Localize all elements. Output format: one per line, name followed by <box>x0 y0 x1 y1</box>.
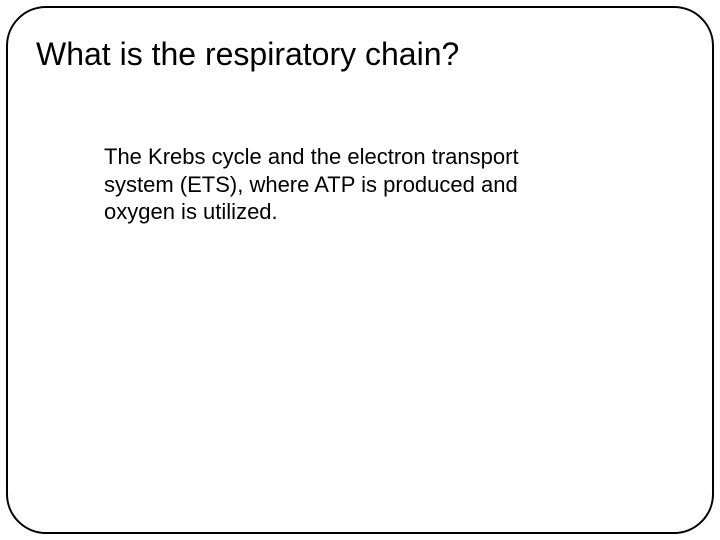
slide-title: What is the respiratory chain? <box>36 36 684 73</box>
slide-frame: What is the respiratory chain? The Krebs… <box>6 6 714 534</box>
slide-body-text: The Krebs cycle and the electron transpo… <box>104 143 534 226</box>
